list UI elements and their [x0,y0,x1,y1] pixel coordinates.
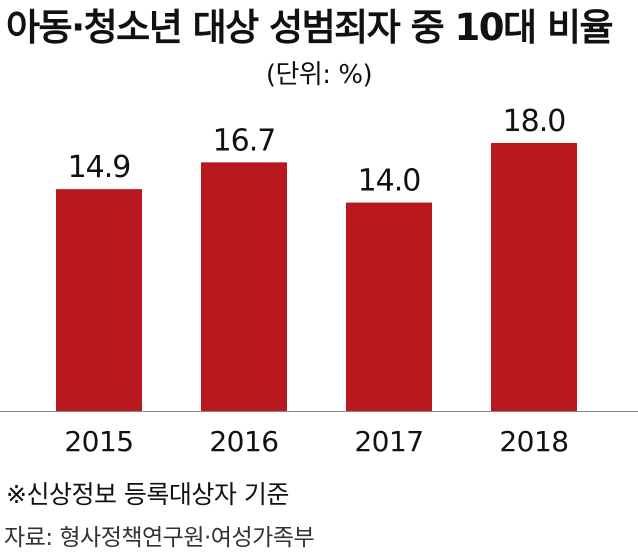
chart-title: 아동·청소년 대상 성범죄자 중 10대 비율 [6,6,614,49]
bar-2017 [346,202,432,411]
value-label-2017: 14.0 [358,164,421,199]
x-tick-label-2016: 2016 [209,425,278,458]
x-tick-label-2017: 2017 [354,425,423,458]
x-tick-label-2015: 2015 [64,425,133,458]
bar-2018 [491,143,577,411]
value-label-2016: 16.7 [213,123,276,158]
unit-label: (단위: %) [265,60,373,90]
bar-2016 [201,162,287,411]
value-label-2018: 18.0 [503,104,566,139]
footnote: ※신상정보 등록대상자 기준 [6,480,289,509]
bar-2015 [56,189,142,411]
source-credit: 자료: 형사정책연구원·여성가족부 [4,525,315,551]
value-label-2015: 14.9 [68,150,131,185]
bar-chart: 14.9 2015 16.7 2016 14.0 2017 18.0 2018 [0,104,638,458]
x-tick-label-2018: 2018 [499,425,568,458]
